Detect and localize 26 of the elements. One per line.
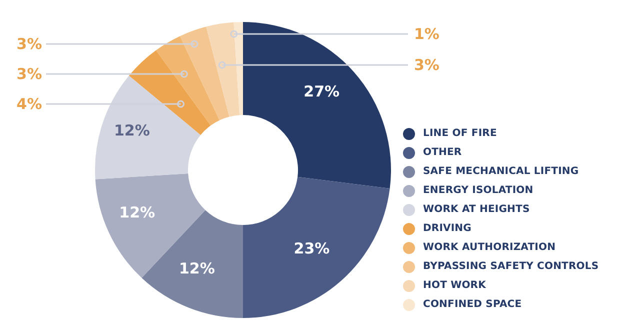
data-label: 12% (114, 122, 150, 140)
data-label: 3% (16, 65, 42, 83)
legend-label: BYPASSING SAFETY CONTROLS (423, 261, 599, 272)
donut-slice (206, 22, 240, 117)
legend-label: DRIVING (423, 223, 472, 234)
data-label: 27% (304, 82, 340, 100)
legend-label: OTHER (423, 147, 462, 158)
legend-label: WORK AUTHORIZATION (423, 242, 556, 253)
donut-slice (243, 176, 390, 318)
data-label: 23% (294, 240, 330, 258)
data-label: 4% (16, 95, 42, 113)
legend-label: CONFINED SPACE (423, 299, 522, 310)
donut-slice (180, 26, 230, 120)
data-label: 3% (414, 56, 440, 74)
legend-label: HOT WORK (423, 280, 486, 291)
data-label: 1% (414, 25, 440, 43)
data-label: 3% (16, 35, 42, 53)
legend-label: SAFE MECHANICAL LIFTING (423, 166, 579, 177)
data-label: 12% (119, 203, 156, 222)
data-label: 12% (179, 260, 215, 278)
legend-label: LINE OF FIRE (423, 128, 497, 139)
donut-slice (234, 22, 243, 116)
legend-label: ENERGY ISOLATION (423, 185, 534, 196)
legend-label: WORK AT HEIGHTS (423, 204, 530, 215)
donut-slice (156, 36, 220, 126)
donut-slice (243, 22, 391, 189)
